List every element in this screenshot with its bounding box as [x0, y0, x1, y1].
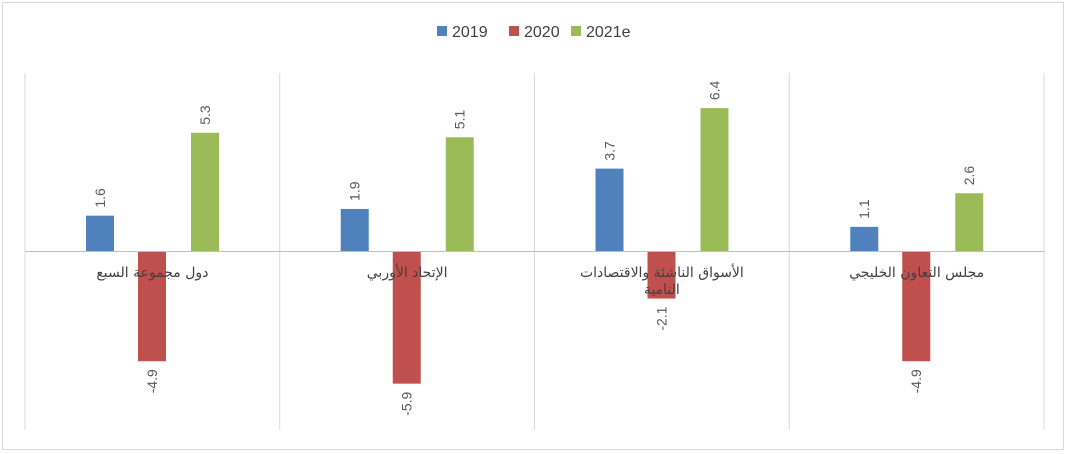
data-label-2019-cat3: 3.7 — [602, 141, 618, 161]
bar-2021e-cat2 — [445, 137, 474, 252]
data-labels: 1.6 -4.9 5.3 1.9 -5.9 5.1 3.7 -2.1 6.4 1.1 -4.9 2.6 — [92, 80, 977, 415]
legend-swatch-2021e — [571, 26, 581, 36]
category-label-2: الإتحاد الأوربي — [367, 263, 448, 281]
category-label-1: دول مجموعة السبع — [96, 265, 208, 281]
legend-label-2020: 2020 — [524, 24, 560, 41]
bar-2020-cat1 — [138, 251, 166, 362]
bar-2019-cat3 — [595, 168, 624, 252]
data-label-2021e-cat2: 5.1 — [452, 110, 468, 130]
bar-2019-cat2 — [340, 208, 369, 252]
data-label-2019-cat4: 1.1 — [856, 199, 872, 219]
legend-label-2019: 2019 — [452, 24, 488, 41]
bar-2021e-cat4 — [955, 193, 984, 252]
legend: 2019 2020 2021e — [437, 24, 631, 41]
bar-2021e-cat3 — [700, 108, 729, 252]
data-label-2019-cat2: 1.9 — [347, 181, 363, 201]
bar-2020-cat4 — [902, 251, 931, 362]
data-label-2020-cat4: -4.9 — [908, 369, 924, 393]
data-label-2021e-cat1: 5.3 — [197, 105, 213, 125]
data-label-2021e-cat4: 2.6 — [961, 166, 977, 186]
data-label-2020-cat2: -5.9 — [399, 391, 415, 415]
bar-2019-cat1 — [86, 215, 114, 252]
data-label-2020-cat3: -2.1 — [654, 306, 670, 330]
bars — [86, 108, 984, 384]
legend-swatch-2019 — [437, 26, 447, 36]
bar-2021e-cat1 — [191, 132, 219, 252]
bar-2019-cat4 — [850, 226, 879, 252]
data-label-2020-cat1: -4.9 — [144, 369, 160, 393]
data-label-2019-cat1: 1.6 — [92, 188, 108, 208]
legend-label-2021e: 2021e — [586, 24, 631, 41]
category-label-4: مجلس التعاون الخليجي — [849, 265, 984, 281]
category-label-3: الأسواق الناشئة والاقتصادات النامية — [580, 263, 744, 298]
category-labels: دول مجموعة السبع الإتحاد الأوربي الأسواق ا… — [96, 263, 984, 298]
bar-2020-cat3 — [647, 251, 676, 299]
data-label-2021e-cat3: 6.4 — [707, 80, 723, 100]
bar-2020-cat2 — [392, 251, 421, 384]
legend-swatch-2020 — [509, 26, 519, 36]
